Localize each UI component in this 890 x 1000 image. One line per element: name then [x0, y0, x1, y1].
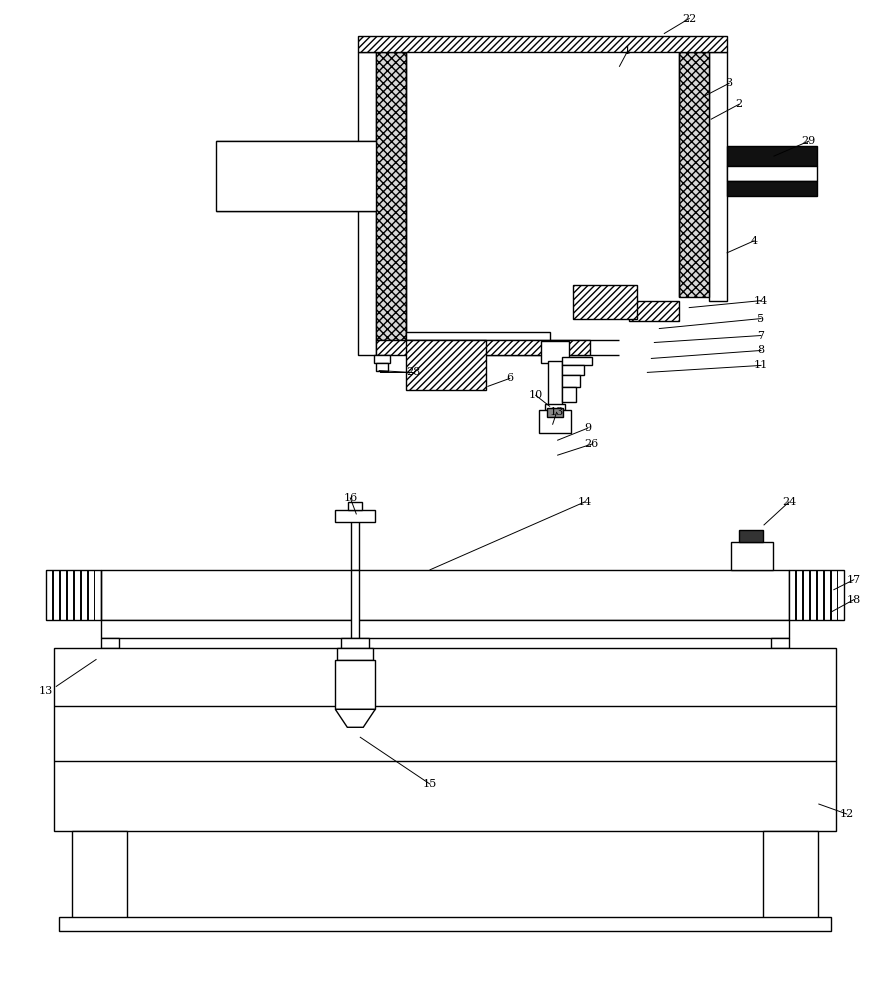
Bar: [342, 638, 369, 648]
Text: 28: 28: [406, 367, 420, 377]
Polygon shape: [336, 709, 376, 727]
Bar: [763, 831, 818, 919]
Bar: [562, 387, 576, 402]
Text: 17: 17: [846, 575, 861, 585]
Bar: [359, 52, 376, 355]
Bar: [739, 530, 763, 542]
Bar: [796, 570, 802, 620]
Bar: [60, 917, 830, 931]
Text: 7: 7: [757, 331, 765, 341]
Text: 5: 5: [757, 314, 765, 324]
Text: 6: 6: [506, 373, 514, 383]
Bar: [336, 660, 376, 709]
Bar: [81, 570, 87, 620]
Bar: [546, 408, 562, 417]
Bar: [545, 404, 564, 410]
Bar: [572, 285, 637, 319]
Bar: [727, 146, 817, 166]
Bar: [72, 831, 127, 919]
Text: 13: 13: [39, 686, 53, 696]
Text: 26: 26: [585, 439, 599, 449]
Bar: [46, 570, 53, 620]
Text: 3: 3: [725, 78, 732, 88]
Bar: [727, 181, 817, 196]
Bar: [376, 340, 589, 355]
Bar: [810, 570, 816, 620]
Bar: [46, 570, 101, 620]
Text: 2: 2: [735, 99, 742, 109]
Text: 1: 1: [624, 46, 631, 56]
Bar: [562, 375, 579, 387]
Bar: [824, 570, 829, 620]
Bar: [352, 570, 360, 638]
Bar: [731, 542, 773, 570]
Bar: [101, 638, 119, 648]
Bar: [53, 570, 60, 620]
Bar: [709, 52, 727, 301]
Bar: [679, 52, 709, 297]
Text: 16: 16: [344, 493, 358, 503]
Bar: [830, 570, 837, 620]
Text: 11: 11: [754, 360, 768, 370]
Text: 14: 14: [754, 296, 768, 306]
Bar: [61, 570, 66, 620]
Text: 29: 29: [802, 136, 816, 146]
Text: 14: 14: [578, 497, 592, 507]
Bar: [562, 357, 592, 365]
Text: 22: 22: [682, 14, 696, 24]
Text: 9: 9: [584, 423, 591, 433]
Text: 8: 8: [757, 345, 765, 355]
Text: 18: 18: [846, 595, 861, 605]
Bar: [406, 340, 486, 390]
Bar: [789, 570, 844, 620]
Bar: [67, 570, 73, 620]
Text: 4: 4: [750, 236, 757, 246]
Bar: [547, 361, 562, 405]
Bar: [803, 570, 809, 620]
Text: 24: 24: [781, 497, 796, 507]
Text: 15: 15: [423, 779, 437, 789]
Bar: [352, 515, 360, 570]
Bar: [101, 620, 789, 638]
Bar: [538, 410, 570, 433]
Bar: [376, 52, 406, 340]
Bar: [629, 301, 679, 321]
Bar: [727, 166, 817, 181]
Bar: [101, 570, 789, 620]
Bar: [789, 570, 795, 620]
Bar: [374, 355, 390, 363]
Text: 12: 12: [839, 809, 854, 819]
Bar: [54, 648, 836, 831]
Bar: [88, 570, 94, 620]
Bar: [541, 341, 569, 363]
Bar: [771, 638, 789, 648]
Bar: [562, 365, 584, 375]
Text: 13: 13: [549, 407, 563, 417]
Bar: [359, 36, 727, 52]
Bar: [74, 570, 80, 620]
Text: 10: 10: [529, 390, 543, 400]
Bar: [215, 141, 376, 211]
Bar: [376, 363, 388, 371]
Bar: [348, 502, 362, 510]
Bar: [406, 332, 550, 340]
Bar: [336, 510, 376, 522]
Bar: [337, 648, 373, 660]
Bar: [817, 570, 823, 620]
